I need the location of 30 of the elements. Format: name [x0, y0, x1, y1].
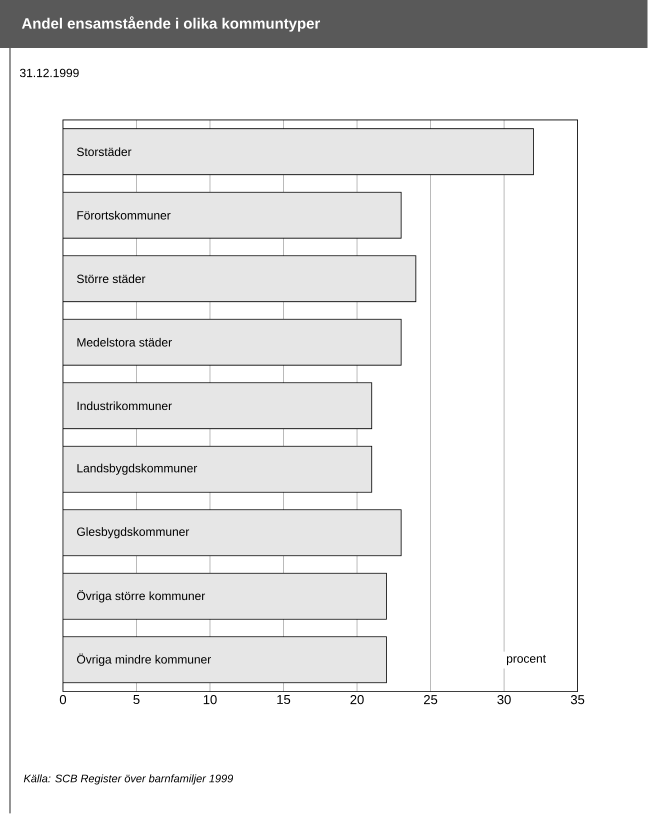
bar: [63, 382, 372, 430]
y-tick-label: Industrikommuner: [78, 401, 172, 410]
bar: [63, 509, 402, 556]
y-tick-label: Glesbygdskommuner: [77, 527, 190, 538]
bar: [63, 318, 402, 366]
x-tick-label: 35: [571, 695, 584, 704]
x-tick-label: 10: [204, 695, 217, 704]
text: Källa: SCB Register över barnfamiljer 1999: [24, 774, 234, 785]
y-tick-label: Större städer: [77, 274, 146, 284]
x-tick-label: 5: [134, 695, 140, 704]
y-tick-label: Medelstora städer: [78, 338, 172, 347]
x-tick-label: 25: [424, 695, 438, 704]
chart-title: Andel ensamstående i olika kommuntyper: [22, 16, 320, 32]
x-tick-label: 20: [350, 695, 364, 704]
y-tick-label: Övriga större kommuner: [77, 590, 206, 602]
y-tick-label: Övriga mindre kommuner: [77, 654, 212, 666]
bar: [63, 572, 388, 620]
x-tick-label: 0: [60, 695, 66, 704]
chart-subtitle: 31.12.1999: [20, 68, 79, 78]
bar: [63, 128, 534, 176]
bar: [63, 636, 388, 684]
y-tick-label: Landsbygdskommuner: [78, 464, 198, 475]
bar: [63, 192, 402, 239]
y-tick-label: Förortskommuner: [78, 210, 171, 220]
bar: [63, 446, 372, 493]
y-tick-label: Storstäder: [77, 147, 132, 156]
bar: [63, 255, 416, 302]
x-axis-title: procent: [507, 654, 546, 666]
x-tick-label: 15: [278, 695, 290, 704]
x-tick-label: 30: [498, 695, 511, 704]
